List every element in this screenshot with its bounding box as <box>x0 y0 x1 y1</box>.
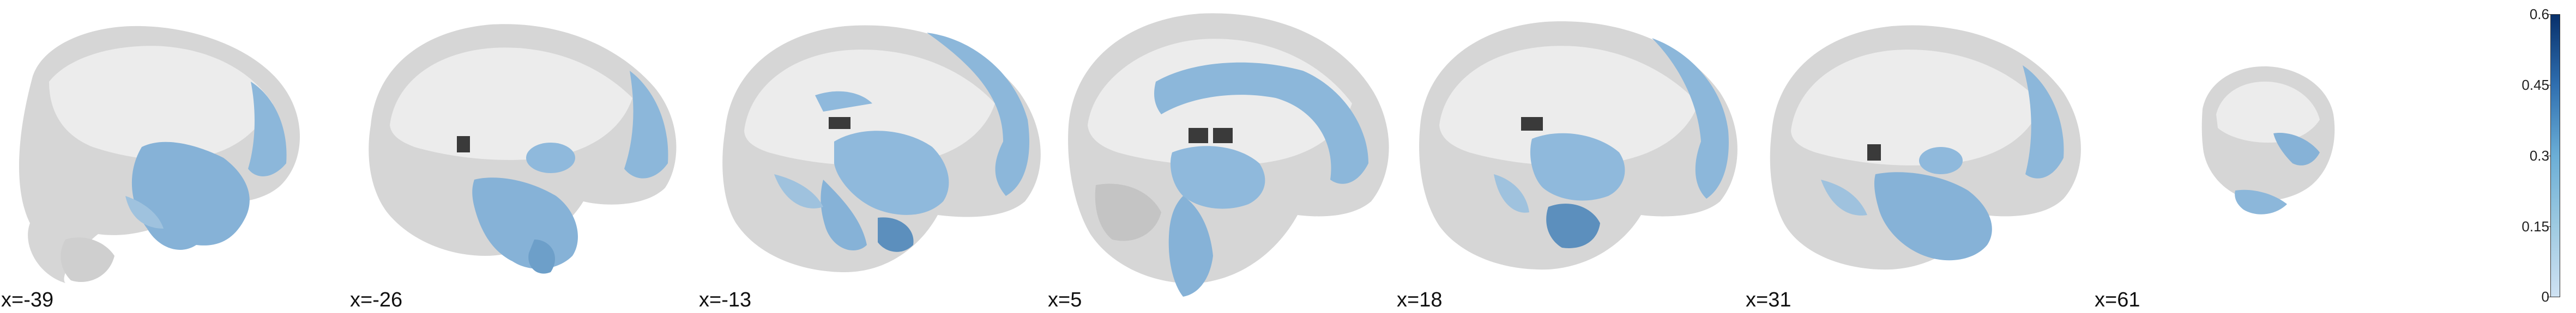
colorbar-tick-label: 0.3 <box>2529 148 2549 164</box>
slice-coordinate-label: x=5 <box>1048 289 1082 311</box>
slice-panel-2: x=-26 <box>349 0 698 313</box>
slice-panel-4: x=5 <box>1047 0 1396 313</box>
slice-coordinate-label: x=-39 <box>1 289 54 311</box>
slice-panel-5: x=18 <box>1396 0 1745 313</box>
colorbar-gradient <box>2550 14 2560 297</box>
slice-panel-6: x=31 <box>1745 0 2094 313</box>
slice-image-5 <box>1419 21 1738 270</box>
colorbar-tick-mark <box>2547 226 2550 227</box>
colorbar: 0.6 0.45 0.3 0.15 0 <box>2521 7 2572 304</box>
slice-image-2 <box>369 24 677 274</box>
slice-image-1 <box>19 26 300 283</box>
colorbar-tick-label: 0.15 <box>2521 218 2549 235</box>
slice-coordinate-label: x=18 <box>1397 289 1443 311</box>
colorbar-tick-label: 0.45 <box>2521 77 2549 93</box>
slice-image-6 <box>1770 25 2081 270</box>
slice-image-4 <box>1068 13 1389 297</box>
slice-image-7 <box>2201 66 2335 214</box>
colorbar-tick-label: 0.6 <box>2529 6 2549 22</box>
slice-coordinate-label: x=31 <box>1746 289 1791 311</box>
slice-coordinate-label: x=-26 <box>350 289 403 311</box>
slice-panel-1: x=-39 <box>0 0 349 313</box>
slice-image-3 <box>722 25 1041 273</box>
slice-panel-3: x=-13 <box>698 0 1047 313</box>
slice-coordinate-label: x=-13 <box>699 289 752 311</box>
colorbar-tick-label: 0 <box>2541 289 2549 305</box>
colorbar-tick-mark <box>2547 14 2550 15</box>
slice-panel-7: x=61 <box>2094 0 2442 313</box>
slice-coordinate-label: x=61 <box>2095 289 2140 311</box>
